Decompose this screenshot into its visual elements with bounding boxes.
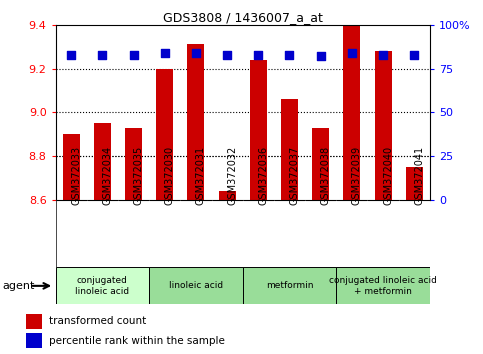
Text: GSM372041: GSM372041	[414, 146, 424, 205]
Bar	[149, 267, 242, 304]
Point	[99, 52, 106, 57]
Bar	[250, 60, 267, 200]
Point	[255, 52, 262, 57]
Text: linoleic acid: linoleic acid	[169, 281, 223, 290]
Text: metformin: metformin	[266, 281, 313, 290]
Bar	[27, 333, 42, 348]
Point	[348, 50, 356, 56]
Bar	[27, 314, 42, 329]
Bar	[242, 267, 336, 304]
Text: GSM372030: GSM372030	[165, 146, 175, 205]
Bar	[336, 267, 430, 304]
Point	[285, 52, 293, 57]
Point	[411, 52, 418, 57]
Bar	[94, 123, 111, 200]
Bar	[312, 128, 329, 200]
Text: GSM372036: GSM372036	[258, 146, 268, 205]
Point	[161, 50, 169, 56]
Bar	[156, 69, 173, 200]
Bar	[187, 45, 204, 200]
Bar	[218, 191, 236, 200]
Text: conjugated linoleic acid
+ metformin: conjugated linoleic acid + metformin	[329, 276, 437, 296]
Bar	[374, 51, 392, 200]
Text: GSM372038: GSM372038	[321, 146, 331, 205]
Text: GSM372040: GSM372040	[383, 146, 393, 205]
Point	[379, 52, 387, 57]
Point	[192, 50, 200, 56]
Text: GSM372033: GSM372033	[71, 146, 81, 205]
Point	[129, 52, 137, 57]
Text: conjugated
linoleic acid: conjugated linoleic acid	[75, 276, 129, 296]
Text: GSM372032: GSM372032	[227, 146, 237, 205]
Bar	[343, 25, 360, 200]
Text: GSM372035: GSM372035	[133, 146, 143, 205]
Bar	[125, 128, 142, 200]
Point	[223, 52, 231, 57]
Bar	[281, 99, 298, 200]
Point	[67, 52, 75, 57]
Bar	[63, 134, 80, 200]
Text: GSM372034: GSM372034	[102, 146, 113, 205]
Text: transformed count: transformed count	[49, 316, 146, 326]
Text: GSM372039: GSM372039	[352, 146, 362, 205]
Bar	[406, 167, 423, 200]
Point	[317, 53, 325, 59]
Text: agent: agent	[2, 281, 35, 291]
Text: GSM372031: GSM372031	[196, 146, 206, 205]
Text: GSM372037: GSM372037	[289, 146, 299, 205]
Title: GDS3808 / 1436007_a_at: GDS3808 / 1436007_a_at	[163, 11, 323, 24]
Text: percentile rank within the sample: percentile rank within the sample	[49, 336, 225, 346]
Bar	[56, 267, 149, 304]
